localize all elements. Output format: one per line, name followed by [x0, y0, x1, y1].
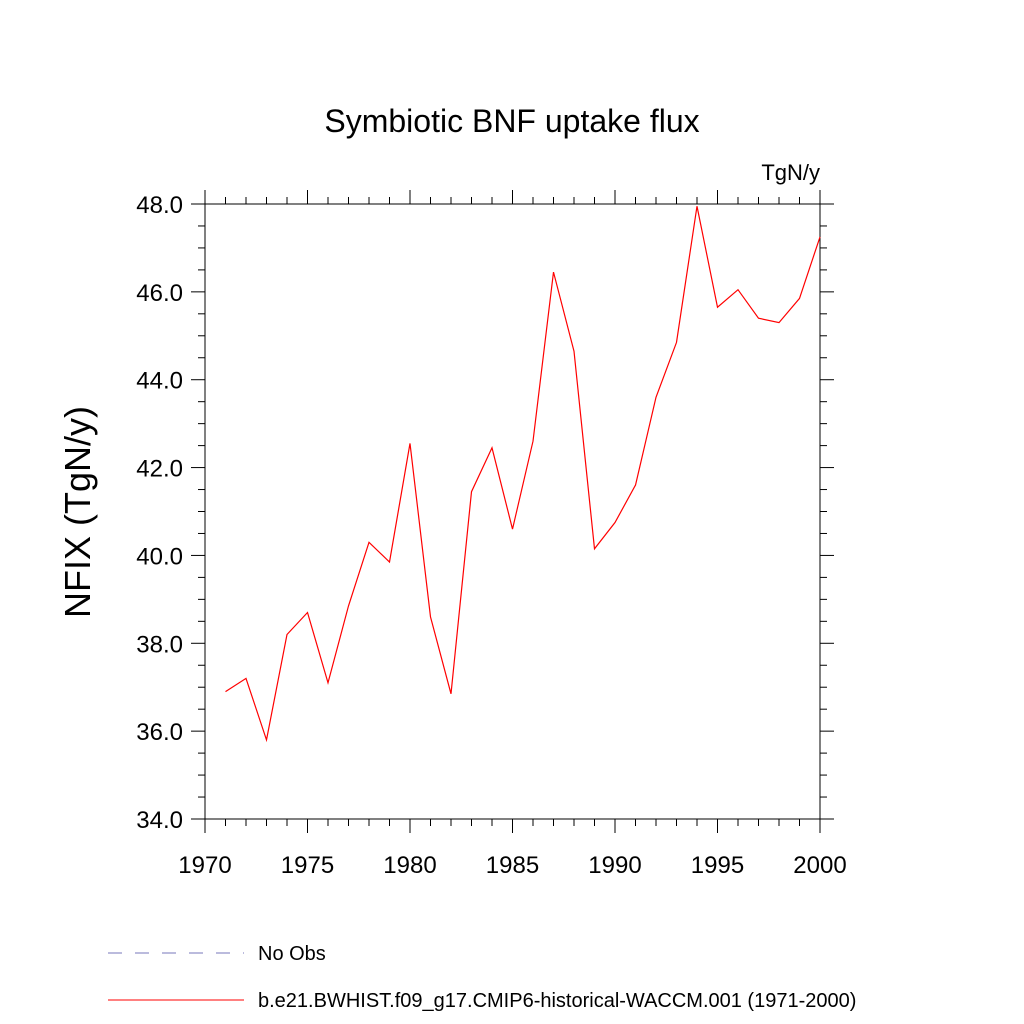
data-point: [799, 298, 800, 299]
x-tick-label: 1975: [281, 852, 334, 879]
data-point: [225, 691, 226, 692]
x-tick-label: 1980: [383, 852, 436, 879]
data-point: [307, 612, 308, 613]
data-point: [409, 443, 410, 444]
data-point: [655, 397, 656, 398]
data-point: [430, 616, 431, 617]
data-point: [676, 342, 677, 343]
data-point: [286, 634, 287, 635]
data-point: [266, 739, 267, 740]
data-point: [573, 351, 574, 352]
x-tick-label: 2000: [793, 852, 846, 879]
data-point: [532, 441, 533, 442]
plot-frame: [204, 203, 821, 820]
data-point: [450, 693, 451, 694]
y-tick-label: 38.0: [136, 631, 183, 658]
axis-ticks: 1970 1975 1980 1985 1990 1995 2000 34.0 36.0 38.0…: [136, 190, 847, 879]
data-point: [819, 236, 820, 237]
data-point: [778, 322, 779, 323]
data-point: [491, 447, 492, 448]
data-point: [368, 542, 369, 543]
data-point: [594, 548, 595, 549]
legend-label-0: No Obs: [258, 943, 326, 965]
chart-title: Symbiotic BNF uptake flux: [324, 103, 699, 139]
y-axis-label: NFIX (TgN/y): [57, 406, 98, 618]
data-point: [758, 318, 759, 319]
units-label: TgN/y: [761, 160, 820, 185]
data-point: [471, 491, 472, 492]
data-point: [512, 528, 513, 529]
data-point: [737, 289, 738, 290]
y-tick-label: 42.0: [136, 456, 183, 483]
data-point: [717, 307, 718, 308]
y-tick-label: 36.0: [136, 719, 183, 746]
y-tick-label: 48.0: [136, 192, 183, 219]
data-point: [245, 678, 246, 679]
legend-label-1: b.e21.BWHIST.f09_g17.CMIP6-historical-WA…: [258, 990, 856, 1012]
y-tick-label: 34.0: [136, 807, 183, 834]
legend: No Obs b.e21.BWHIST.f09_g17.CMIP6-histori…: [108, 943, 856, 1012]
data-point: [348, 605, 349, 606]
data-point: [553, 271, 554, 272]
series-layer: [225, 206, 821, 743]
data-point: [635, 485, 636, 486]
y-tick-label: 40.0: [136, 543, 183, 570]
y-tick-label: 46.0: [136, 280, 183, 307]
x-tick-label: 1985: [486, 852, 539, 879]
x-tick-label: 1970: [178, 852, 231, 879]
data-point: [389, 561, 390, 562]
series-line-0: [225, 206, 821, 743]
x-tick-label: 1990: [588, 852, 641, 879]
data-point: [327, 682, 328, 683]
x-tick-label: 1995: [691, 852, 744, 879]
data-point: [614, 522, 615, 523]
data-point: [696, 206, 697, 207]
y-tick-label: 44.0: [136, 368, 183, 395]
